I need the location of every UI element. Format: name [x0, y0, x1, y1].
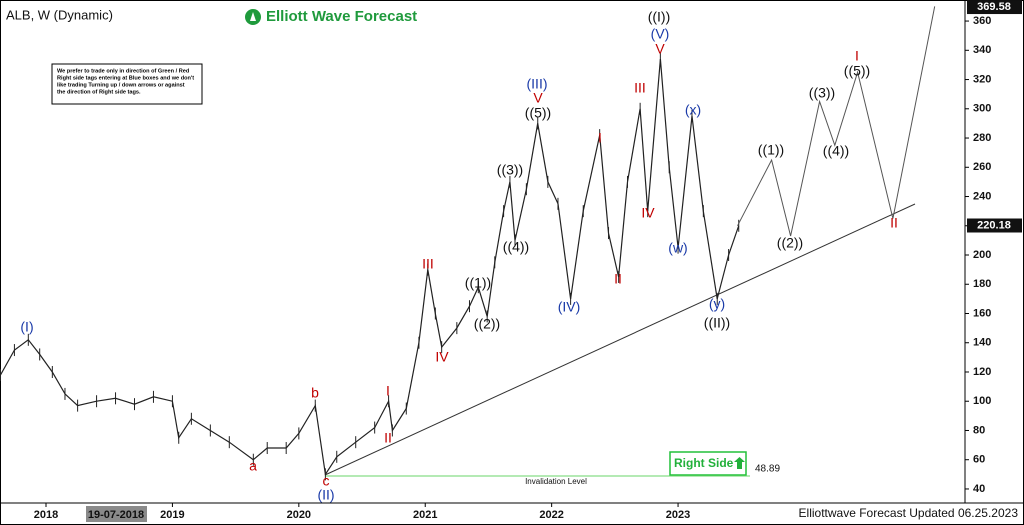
wave-label: II — [384, 430, 392, 446]
y-tick-label: 100 — [973, 395, 991, 407]
price-line — [0, 59, 740, 476]
top-price-bg — [967, 0, 1022, 15]
wave-label: ((2)) — [474, 316, 500, 332]
y-tick-label: 260 — [973, 161, 991, 173]
y-tick-label: 360 — [973, 15, 991, 27]
y-tick-label: 80 — [973, 424, 985, 436]
y-tick-label: 160 — [973, 307, 991, 319]
y-tick-label: 340 — [973, 44, 991, 56]
y-tick-label: 40 — [973, 483, 985, 495]
cursor-box: 19-07-2018 — [86, 506, 147, 522]
wave-label: ((3)) — [497, 162, 523, 178]
y-tick-label: 320 — [973, 73, 991, 85]
wave-label: (V) — [651, 26, 670, 42]
wave-label: II — [614, 271, 622, 287]
wave-label: IV — [641, 205, 655, 221]
wave-label: III — [634, 80, 646, 96]
wave-label: (III) — [527, 76, 548, 92]
y-tick-label: 140 — [973, 337, 991, 349]
wave-label: c — [323, 473, 330, 489]
wave-label: ((I)) — [648, 9, 671, 25]
x-tick-label: 2023 — [666, 509, 690, 521]
cursor-label: 19-07-2018 — [88, 509, 144, 521]
wave-label: b — [311, 385, 319, 401]
wave-label: I — [598, 130, 602, 146]
x-tick-label: 2018 — [34, 509, 58, 521]
logo-text: Elliott Wave Forecast — [266, 8, 417, 25]
note-line: like trading Turning up / down arrows or… — [57, 82, 185, 88]
wave-label: ((2)) — [777, 235, 803, 251]
wave-label: a — [249, 458, 257, 474]
wave-label: V — [533, 90, 543, 106]
wave-label: II — [890, 215, 898, 231]
note-line: Right side tags entering at Blue boxes a… — [57, 75, 194, 81]
right-side-label: Right Side — [674, 456, 734, 470]
last-price: 220.18 — [977, 219, 1011, 231]
wave-label: (x) — [685, 102, 701, 118]
wave-label: I — [386, 383, 390, 399]
note-border — [51, 63, 203, 105]
x-tick-label: 2019 — [160, 509, 184, 521]
note-line: the direction of Right side tags. — [57, 89, 141, 95]
wave-label: (y) — [709, 296, 725, 312]
last-price-bg — [967, 218, 1022, 233]
logo: Elliott Wave Forecast — [245, 8, 417, 25]
wave-label: (w) — [668, 240, 687, 256]
chart-title: ALB, W (Dynamic) — [6, 7, 113, 22]
wave-label: ((1)) — [758, 142, 784, 158]
right-side-border — [669, 451, 747, 476]
y-tick-label: 300 — [973, 103, 991, 115]
y-tick-label: 240 — [973, 190, 991, 202]
wave-label: I — [855, 48, 859, 64]
wave-label: ((3)) — [809, 85, 835, 101]
y-tick-label: 180 — [973, 278, 991, 290]
wave-label: ((1)) — [465, 275, 491, 291]
wave-label: III — [422, 256, 434, 272]
trend-line — [324, 203, 916, 476]
right-side-box: Right Side — [669, 451, 747, 476]
y-tick-label: 60 — [973, 454, 985, 466]
wave-label: (IV) — [558, 299, 581, 315]
projection-line — [737, 6, 936, 237]
wave-label: (II) — [317, 487, 334, 503]
footer: Elliottwave Forecast Updated 06.25.2023 — [799, 506, 1019, 520]
x-tick-label: 2021 — [413, 509, 437, 521]
wave-label: ((5)) — [844, 63, 870, 79]
wave-label: ((4)) — [823, 143, 849, 159]
cursor-bg — [86, 506, 147, 522]
x-tick-label: 2022 — [539, 509, 563, 521]
logo-arrow — [250, 12, 256, 21]
note-line: We prefer to trade only in direction of … — [57, 68, 190, 74]
top-price: 369.58 — [977, 1, 1011, 13]
note-box: We prefer to trade only in direction of … — [51, 63, 203, 105]
invalidation-value: 48.89 — [755, 464, 780, 475]
right-side-arrow — [734, 457, 745, 469]
wave-label: IV — [435, 349, 449, 365]
x-tick-label: 2020 — [287, 509, 311, 521]
wave-label: ((5)) — [525, 105, 551, 121]
y-tick-label: 120 — [973, 366, 991, 378]
wave-label: V — [655, 41, 665, 57]
invalidation-label: Invalidation Level — [525, 477, 587, 486]
wave-label: ((4)) — [503, 239, 529, 255]
wave-label: ((II)) — [704, 315, 730, 331]
wave-label: (I) — [20, 319, 33, 335]
y-tick-label: 200 — [973, 249, 991, 261]
y-tick-label: 280 — [973, 132, 991, 144]
